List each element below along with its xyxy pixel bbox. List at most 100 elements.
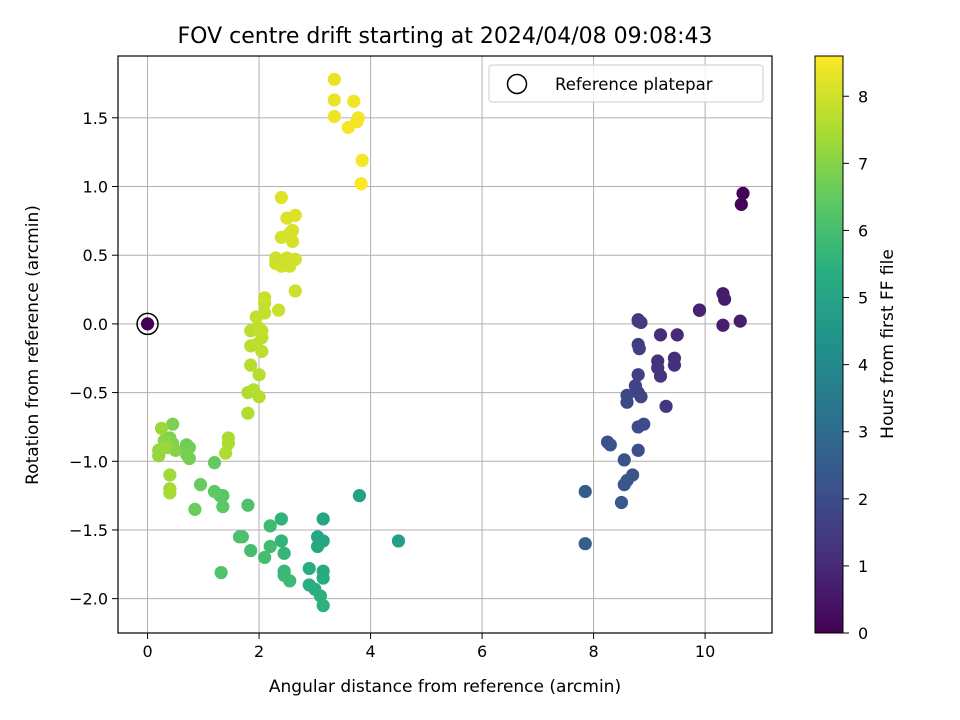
data-point [631, 368, 645, 382]
data-point [351, 111, 365, 125]
data-point [653, 369, 668, 383]
data-point [244, 543, 258, 558]
data-point [354, 177, 368, 191]
reference-platepar-marker [136, 312, 159, 336]
reference-marker-group [136, 312, 159, 336]
y-tick-label: 1.5 [83, 109, 108, 128]
data-point [718, 292, 732, 306]
data-point [207, 456, 222, 470]
colorbar-tick-label: 3 [858, 423, 868, 442]
data-point [302, 561, 316, 576]
data-point [163, 468, 177, 482]
data-point [341, 120, 355, 135]
data-point [252, 368, 266, 382]
data-point [274, 534, 288, 548]
x-axis-label: Angular distance from reference (arcmin) [269, 677, 621, 697]
data-point [632, 342, 646, 356]
data-point [316, 571, 330, 585]
legend-entry-reference: Reference platepar [555, 75, 713, 94]
data-point [603, 438, 617, 452]
colorbar-tick-label: 7 [858, 154, 868, 173]
data-point [207, 484, 222, 499]
x-tick-label: 0 [142, 642, 152, 661]
data-point [255, 344, 269, 358]
colorbar-label: Hours from first FF file [878, 249, 898, 439]
data-point [274, 190, 288, 205]
y-tick-label: −2.0 [69, 590, 108, 609]
data-point [692, 303, 707, 317]
data-point [258, 550, 272, 565]
data-point [288, 284, 302, 298]
data-point [166, 417, 180, 431]
chart-title: FOV centre drift starting at 2024/04/08 … [178, 24, 713, 49]
x-tick-label: 2 [254, 642, 264, 661]
data-point [316, 598, 330, 613]
data-point [614, 495, 629, 510]
data-point [734, 197, 748, 211]
data-point [241, 406, 255, 420]
y-tick-label: 0.0 [83, 315, 108, 334]
data-point [670, 328, 684, 342]
colorbar-tick-label: 4 [858, 356, 868, 375]
colorbar-tick-label: 6 [858, 221, 868, 240]
data-point [258, 306, 272, 320]
data-point [263, 519, 277, 533]
data-point [653, 328, 668, 342]
y-tick-label: 0.5 [83, 246, 108, 265]
data-point [277, 546, 291, 560]
data-point [578, 537, 592, 551]
scatter-points [140, 72, 750, 613]
data-point [631, 443, 645, 457]
data-point [232, 530, 247, 544]
data-point [283, 574, 297, 588]
data-point [255, 324, 269, 338]
colorbar: 0 1 2 3 4 5 6 7 8 Hours from first FF file [814, 55, 898, 643]
data-point [274, 512, 288, 526]
data-point [163, 486, 177, 500]
data-point [667, 358, 682, 372]
data-point [634, 390, 648, 404]
colorbar-tick-label: 0 [858, 624, 868, 643]
data-point [347, 94, 361, 108]
data-point [391, 534, 406, 548]
legend-marker [506, 73, 528, 95]
legend-box [488, 64, 764, 103]
data-point [327, 93, 341, 107]
data-point [311, 539, 325, 554]
data-point [659, 399, 673, 413]
data-point [352, 489, 367, 503]
data-point [188, 502, 202, 516]
data-point [617, 478, 631, 492]
colorbar-tick-label: 8 [858, 87, 868, 106]
data-point [216, 500, 230, 514]
data-point [219, 446, 233, 460]
x-tick-label: 4 [365, 642, 375, 661]
grid [118, 56, 772, 633]
data-point [355, 153, 369, 168]
data-point [271, 303, 286, 317]
data-point [327, 109, 341, 124]
data-point [157, 440, 171, 455]
data-point [327, 72, 341, 86]
y-tick-label: −1.5 [69, 521, 108, 540]
data-point [617, 453, 631, 467]
data-point [193, 478, 208, 492]
data-point [252, 390, 266, 404]
data-point [634, 315, 648, 330]
data-point [140, 317, 155, 331]
colorbar-tick-label: 5 [858, 289, 868, 308]
y-axis-ticks: −2.0 −1.5 −1.0 −0.5 0.0 0.5 1.0 1.5 [69, 109, 118, 609]
data-point [631, 420, 645, 434]
data-point [154, 421, 169, 435]
data-point [302, 578, 316, 592]
data-point [578, 484, 592, 499]
data-point [263, 539, 277, 554]
data-point [316, 512, 330, 526]
data-point [311, 530, 325, 544]
data-point [288, 252, 302, 266]
plot-frame [117, 55, 773, 634]
colorbar-tick-label: 1 [858, 557, 868, 576]
data-point [288, 208, 302, 222]
data-point [258, 291, 272, 305]
